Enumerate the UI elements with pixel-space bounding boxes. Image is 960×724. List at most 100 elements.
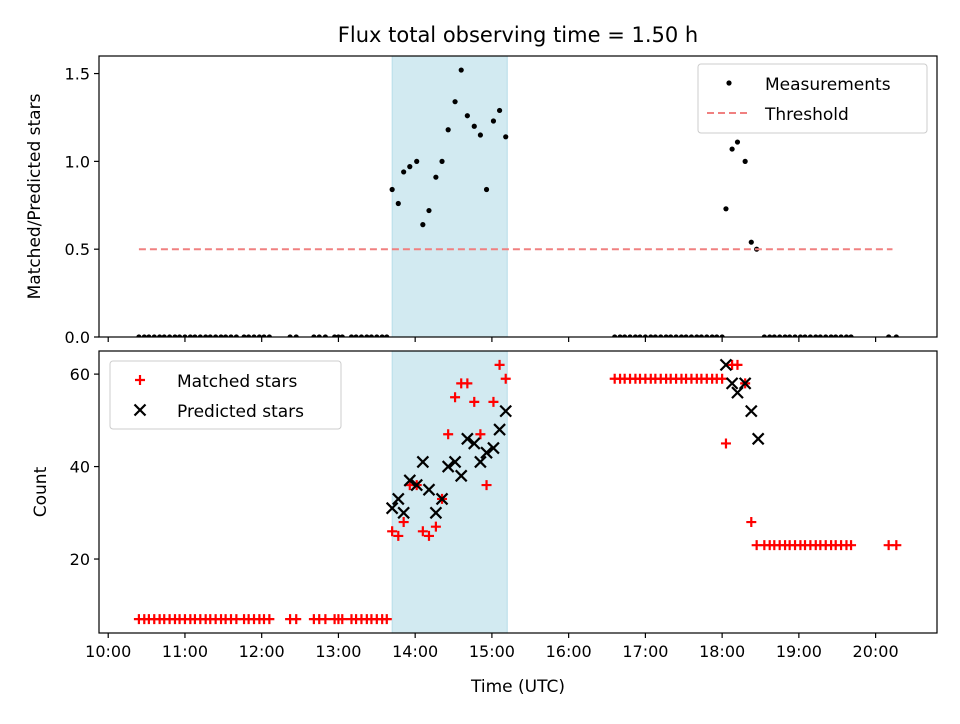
x-tick-label: 20:00 [853,642,899,661]
measurement-point [146,334,152,337]
measurement-point [187,334,193,337]
measurement-point [293,334,299,337]
predicted-star-marker [751,432,765,446]
measurement-point [787,334,793,337]
x-tick-label: 15:00 [469,642,515,661]
measurement-point [612,334,618,337]
matched-star-marker [500,373,511,384]
measurement-point [797,334,804,337]
predicted-star-marker [738,377,752,390]
measurement-point [322,334,328,337]
measurement-point [213,334,219,337]
y-tick-label: 20 [70,550,90,569]
measurement-point [782,334,788,337]
matched-star-marker [450,392,461,403]
measurement-point [141,334,147,337]
matched-star-marker [475,429,486,440]
measurement-point [445,127,451,133]
measurement-point [617,334,623,337]
x-tick-label: 10:00 [85,642,131,661]
measurement-point [439,158,445,164]
x-tick-label: 11:00 [162,642,208,661]
x-tick-label: 16:00 [546,642,592,661]
measurement-point [658,334,664,337]
measurement-point [714,334,720,337]
measurement-point [246,334,252,337]
matched-star-marker [746,517,757,528]
measurement-point [311,334,317,337]
measurement-point [668,334,674,337]
predicted-star-marker [487,441,500,455]
x-axis-label: Time (UTC) [470,677,565,697]
measurement-point [256,334,262,337]
top-plot-measurements: 0.0 0.5 1.0 1.5 Matched/Predicted stars Measu… [25,55,938,347]
matched-star-marker [494,359,505,370]
measurement-point [828,334,834,337]
predicted-star-marker [480,446,493,459]
predicted-star-marker [429,506,443,520]
measurement-point [673,334,679,337]
matched-star-marker [398,517,409,528]
legend-x-marker [133,403,147,417]
measurement-point [228,334,234,337]
measurement-point [823,334,829,337]
measurement-point [802,334,808,337]
measurement-point [886,334,892,337]
measurement-point [192,334,198,337]
measurement-point [698,334,705,337]
x-tick-label: 14:00 [392,642,438,661]
matched-star-marker [717,373,728,384]
measurement-point [813,334,819,337]
measurement-point [663,334,669,337]
measurement-point [777,334,783,337]
y-axis-label: Count [31,466,51,517]
matched-star-marker [264,614,275,625]
measurement-point [384,334,390,337]
measurement-point [719,334,725,337]
matched-star-marker [430,521,441,532]
predicted-star-marker [392,492,405,506]
measurement-point [364,334,370,337]
measurement-point [817,334,823,337]
x-tick-label: 12:00 [239,642,285,661]
measurement-point [368,334,375,337]
predicted-star-marker [397,506,410,520]
legend-box [109,360,342,430]
shaded-observing-window [391,55,508,338]
measurement-point [771,334,777,337]
measurement-point [748,239,754,245]
measurement-point [407,164,413,170]
shaded-observing-window [391,350,508,634]
legend-label: Measurements [765,75,891,95]
matched-star-marker [443,429,454,440]
measurement-point [729,146,735,152]
matched-star-marker [320,614,331,625]
measurement-point [379,334,385,337]
measurement-point [742,158,748,164]
measurement-point [167,334,173,337]
matched-star-marker [720,438,731,449]
predicted-star-marker [467,437,481,450]
measurement-point [389,186,395,193]
measurement-point [218,334,224,337]
predicted-star-marker [435,492,449,506]
measurement-point [734,139,741,145]
measurement-point [203,334,209,337]
measurement-point [893,334,899,337]
y-tick-label: 60 [70,365,90,384]
matched-star-marker [891,540,902,551]
x-tick-label: 18:00 [699,642,745,661]
bottom-plot-counts: 20 40 60 10:00 11:00 12:00 13:00 14:00 15:00 16:0… [31,350,938,697]
legend-dot-marker [726,80,732,86]
measurement-point [688,334,695,337]
matched-star-marker [488,396,499,407]
matched-star-marker [291,614,302,625]
measurement-point [452,99,458,105]
measurement-point [648,334,654,337]
measurement-point [637,334,643,337]
measurement-point [632,334,639,337]
predicted-star-marker [474,455,487,469]
legend-box [697,63,928,134]
measurement-point [848,334,854,337]
measurement-point [426,207,432,214]
